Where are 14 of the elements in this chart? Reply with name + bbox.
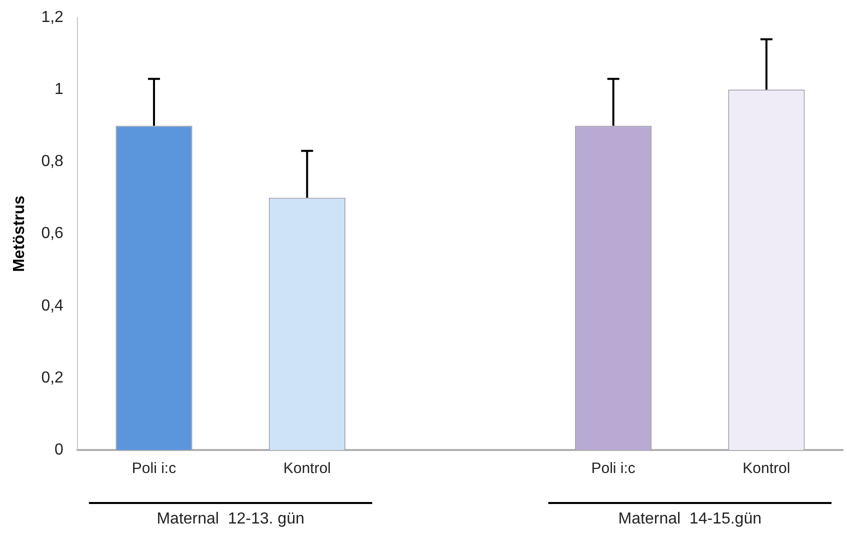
y-tick-label: 0,4: [41, 297, 64, 314]
text: Maternal 14-15.gün: [618, 510, 762, 528]
y-tick-label: 0,2: [41, 369, 64, 386]
x-tick-label: Poli i:c: [591, 460, 636, 478]
x-tick-label: Kontrol: [283, 460, 331, 478]
text: Maternal 12-13. gün: [156, 510, 304, 528]
y-tick-label: 0: [54, 441, 64, 458]
y-axis-title: Metöstrus: [11, 195, 28, 272]
y-tick-label: 0,6: [41, 225, 64, 242]
y-tick-label: 1,2: [41, 9, 64, 26]
y-tick-label: 1: [54, 81, 64, 98]
x-tick-label: Kontrol: [742, 460, 790, 478]
x-tick-label: Poli i:c: [132, 460, 177, 478]
y-tick-label: 0,8: [41, 153, 64, 170]
